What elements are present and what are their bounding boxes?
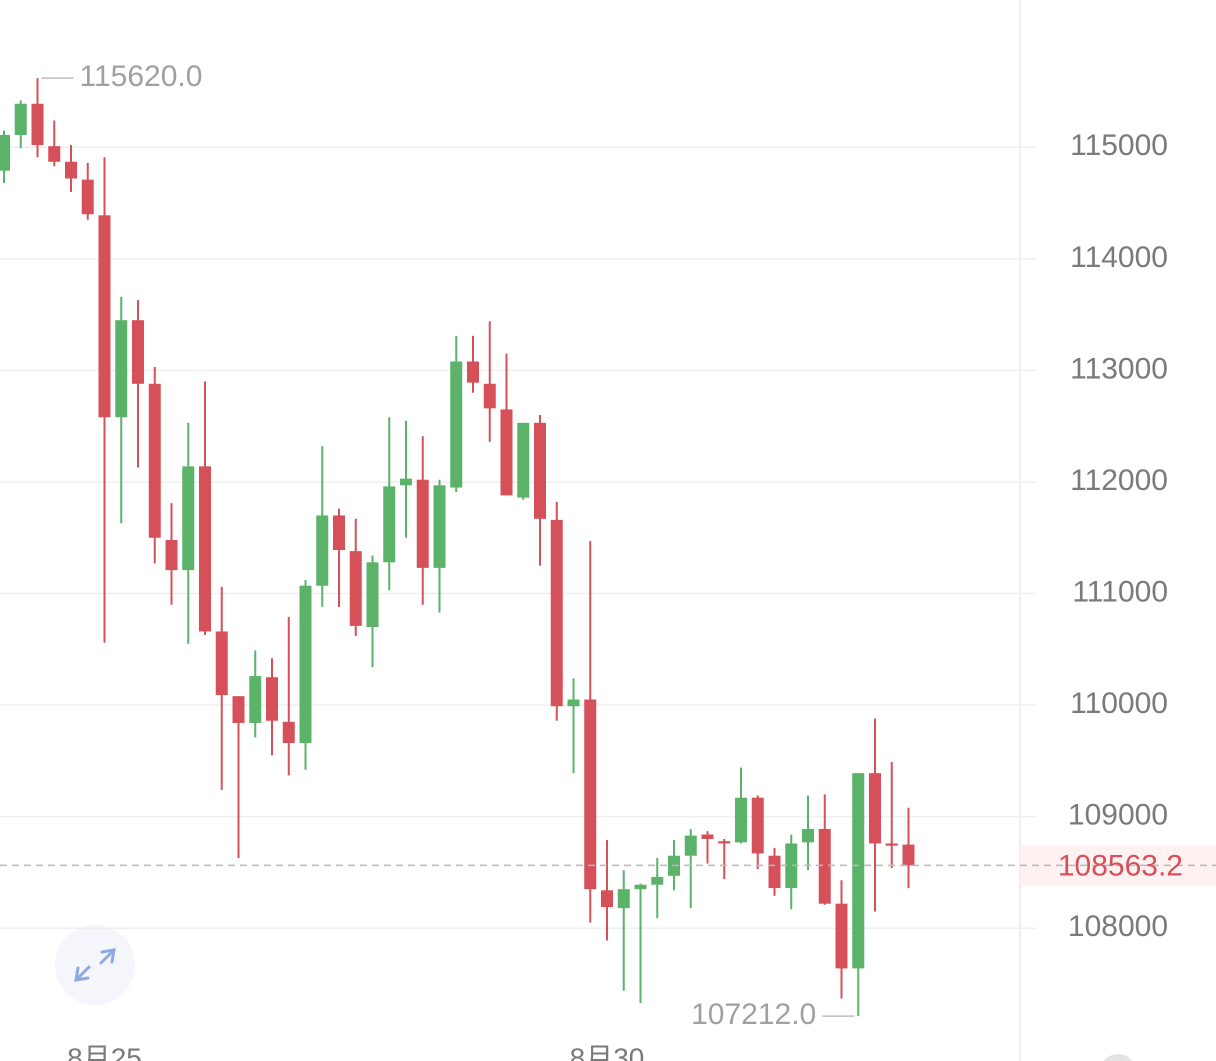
candle-body xyxy=(400,478,412,486)
corner-button[interactable] xyxy=(1100,1054,1136,1061)
candle-body xyxy=(550,519,563,707)
candle-body xyxy=(751,797,764,854)
candle-body xyxy=(584,699,597,890)
candle-body xyxy=(467,361,479,383)
candle-body xyxy=(148,383,161,538)
candle-body xyxy=(232,696,245,723)
candle-body xyxy=(165,539,178,571)
candle-body xyxy=(182,466,195,571)
candle-body xyxy=(433,485,446,568)
candle-body xyxy=(199,466,211,632)
candle-body xyxy=(0,134,10,171)
candle-body xyxy=(349,551,362,626)
candle-body xyxy=(132,320,144,384)
candle-body xyxy=(48,146,61,162)
candle-body xyxy=(885,843,898,846)
candle-body xyxy=(684,835,697,856)
y-tick-label: 110000 xyxy=(1070,687,1168,720)
candle-body xyxy=(701,834,714,839)
candle-body xyxy=(818,828,831,904)
candle-body xyxy=(316,515,329,586)
candle-body xyxy=(634,884,647,890)
candle-body xyxy=(785,843,798,889)
candle-body xyxy=(567,699,580,707)
candle-body xyxy=(869,773,881,844)
candle-body xyxy=(483,383,496,409)
y-tick-label: 108000 xyxy=(1068,910,1168,943)
candle-body xyxy=(534,422,546,519)
candle-body xyxy=(282,721,295,744)
y-tick-label: 111000 xyxy=(1072,575,1168,608)
x-tick-label: 8月25 xyxy=(67,1042,142,1061)
candle-body xyxy=(735,797,747,843)
candle-body xyxy=(651,876,664,885)
x-tick-label: 8月30 xyxy=(570,1042,645,1061)
y-tick-label: 109000 xyxy=(1068,799,1168,832)
last-price-label: 108563.2 xyxy=(1058,849,1183,882)
candle-body xyxy=(266,677,278,721)
candle-body xyxy=(115,320,128,418)
candle-body xyxy=(31,103,44,146)
y-tick-label: 113000 xyxy=(1070,352,1168,385)
candle-body xyxy=(249,676,262,723)
candle-body xyxy=(333,515,345,551)
y-tick-label: 114000 xyxy=(1070,241,1168,274)
candle-body xyxy=(366,562,379,628)
candle-body xyxy=(835,903,848,969)
candle-body xyxy=(416,479,429,568)
candle-body xyxy=(65,161,77,179)
expand-button[interactable] xyxy=(55,925,135,1005)
y-tick-label: 112000 xyxy=(1070,464,1168,497)
min-label: 107212.0 xyxy=(691,998,816,1031)
max-label: 115620.0 xyxy=(80,60,203,93)
candle-body xyxy=(902,844,915,866)
y-tick-label: 115000 xyxy=(1070,129,1168,162)
candle-body xyxy=(617,889,630,909)
candle-body xyxy=(802,828,814,843)
candle-body xyxy=(601,890,613,908)
candle-body xyxy=(299,585,312,744)
candle-body xyxy=(517,422,530,498)
candle-body xyxy=(383,486,396,563)
candle-body xyxy=(450,361,463,488)
candle-body xyxy=(14,103,27,135)
candle-body xyxy=(98,215,111,418)
candle-body xyxy=(500,409,513,496)
candle-body xyxy=(81,179,94,215)
candle-body xyxy=(215,631,228,696)
candle-body xyxy=(852,773,865,969)
candle-body xyxy=(768,855,781,889)
candle-body xyxy=(718,841,731,844)
